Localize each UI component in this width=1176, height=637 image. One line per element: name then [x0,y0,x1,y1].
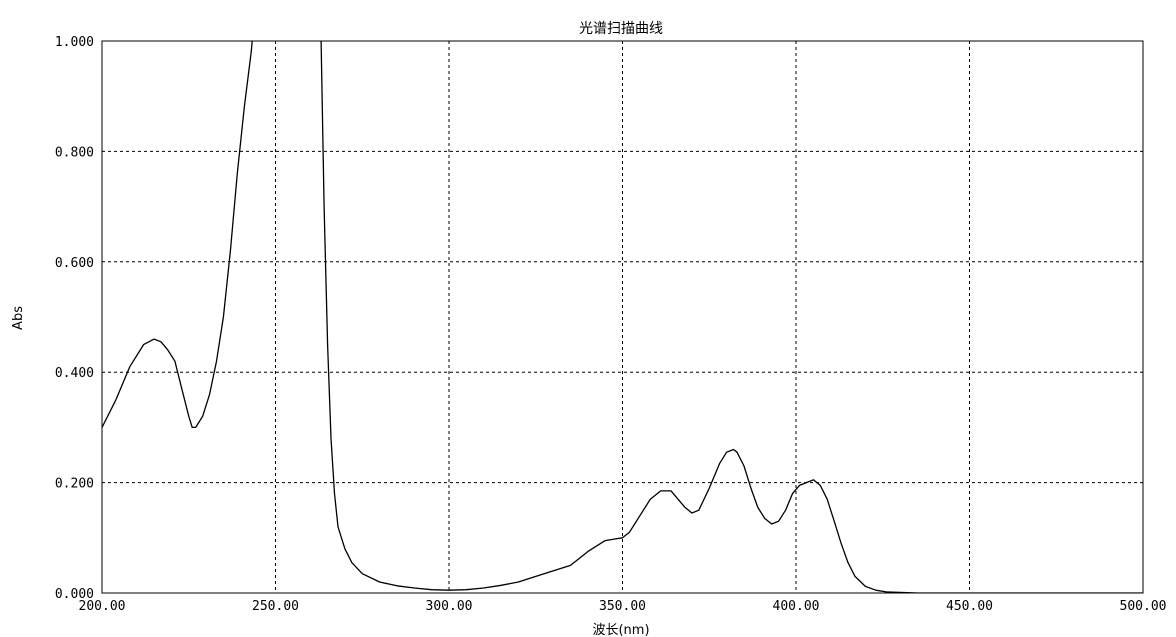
y-axis-ticks: 0.000 0.200 0.400 0.600 0.800 1.000 [55,35,94,602]
y-tick-label: 0.400 [55,366,94,381]
plot-frame [101,40,1144,594]
y-tick-label: 0.000 [55,587,94,602]
x-tick-label: 500.00 [1120,599,1167,614]
x-tick-label: 350.00 [599,599,646,614]
y-tick-label: 1.000 [55,35,94,50]
x-tick-label: 300.00 [426,599,473,614]
spectrum-series-line [102,41,1143,593]
spectrum-curve-layer [102,41,1143,593]
chart-title: 光谱扫描曲线 [579,21,663,37]
y-tick-label: 0.600 [55,256,94,271]
y-tick-label: 0.800 [55,145,94,160]
x-tick-label: 200.00 [79,599,126,614]
x-tick-label: 450.00 [946,599,993,614]
y-axis-label: Abs [11,306,26,330]
x-tick-label: 400.00 [773,599,820,614]
x-axis-ticks: 200.00 250.00 300.00 350.00 400.00 450.00 500.… [79,599,1167,614]
x-tick-label: 250.00 [252,599,299,614]
y-tick-label: 0.200 [55,477,94,492]
grid-lines [102,41,1143,593]
x-axis-label: 波长(nm) [592,623,649,637]
